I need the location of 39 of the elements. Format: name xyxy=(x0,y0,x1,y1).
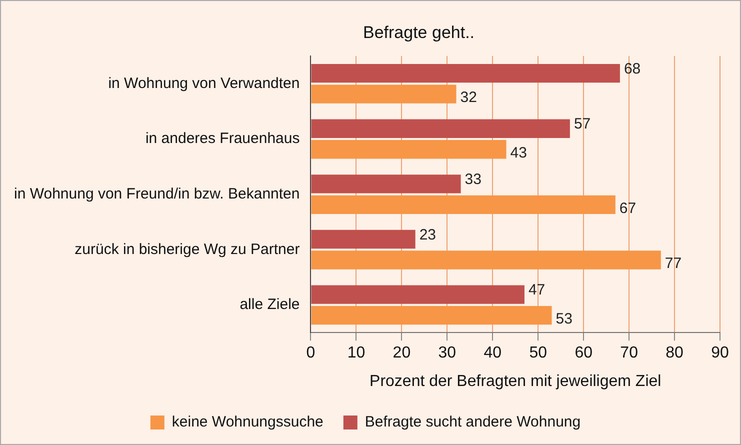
x-tick-label: 50 xyxy=(529,344,548,362)
data-label: 32 xyxy=(460,89,477,106)
bar xyxy=(311,119,570,138)
bar xyxy=(311,195,616,214)
x-tick-label: 30 xyxy=(438,344,456,362)
y-tick-label: in Wohnung von Verwandten xyxy=(108,74,300,92)
data-label: 67 xyxy=(619,200,636,217)
x-tick-label: 40 xyxy=(484,344,502,362)
data-label: 57 xyxy=(574,116,591,133)
data-label: 47 xyxy=(528,282,546,299)
x-tick-label: 70 xyxy=(620,344,638,362)
y-tick-label: zurück in bisherige Wg zu Partner xyxy=(74,240,300,258)
x-tick-label: 20 xyxy=(392,344,411,362)
x-tick-label: 10 xyxy=(347,344,366,362)
chart-title: Befragte geht.. xyxy=(363,23,475,43)
x-axis-title: Prozent der Befragten mit jeweiligem Ziel xyxy=(370,372,662,390)
x-tick-label: 0 xyxy=(306,344,316,362)
data-label: 68 xyxy=(624,60,641,78)
data-label: 53 xyxy=(556,310,572,328)
y-tick-label: in Wohnung von Freund/in bzw. Bekannten xyxy=(14,185,300,202)
bar xyxy=(311,250,661,270)
data-label: 33 xyxy=(464,171,482,188)
x-tick-label: 60 xyxy=(574,344,593,362)
data-label: 23 xyxy=(419,226,436,244)
bar xyxy=(311,174,461,194)
bar xyxy=(311,285,524,304)
bar xyxy=(311,306,552,325)
bar xyxy=(311,140,506,159)
x-tick-label: 90 xyxy=(711,344,729,362)
data-label: 77 xyxy=(664,255,682,272)
y-tick-label: alle Ziele xyxy=(240,296,300,314)
legend-label: Befragte sucht andere Wohnung xyxy=(364,414,581,431)
bar xyxy=(311,84,456,104)
x-tick-label: 80 xyxy=(666,344,684,362)
bar xyxy=(311,230,416,249)
data-label: 43 xyxy=(510,144,527,162)
legend-label: keine Wohnungssuche xyxy=(172,414,324,431)
y-tick-label: in anderes Frauenhaus xyxy=(145,130,300,148)
bar xyxy=(311,64,620,83)
